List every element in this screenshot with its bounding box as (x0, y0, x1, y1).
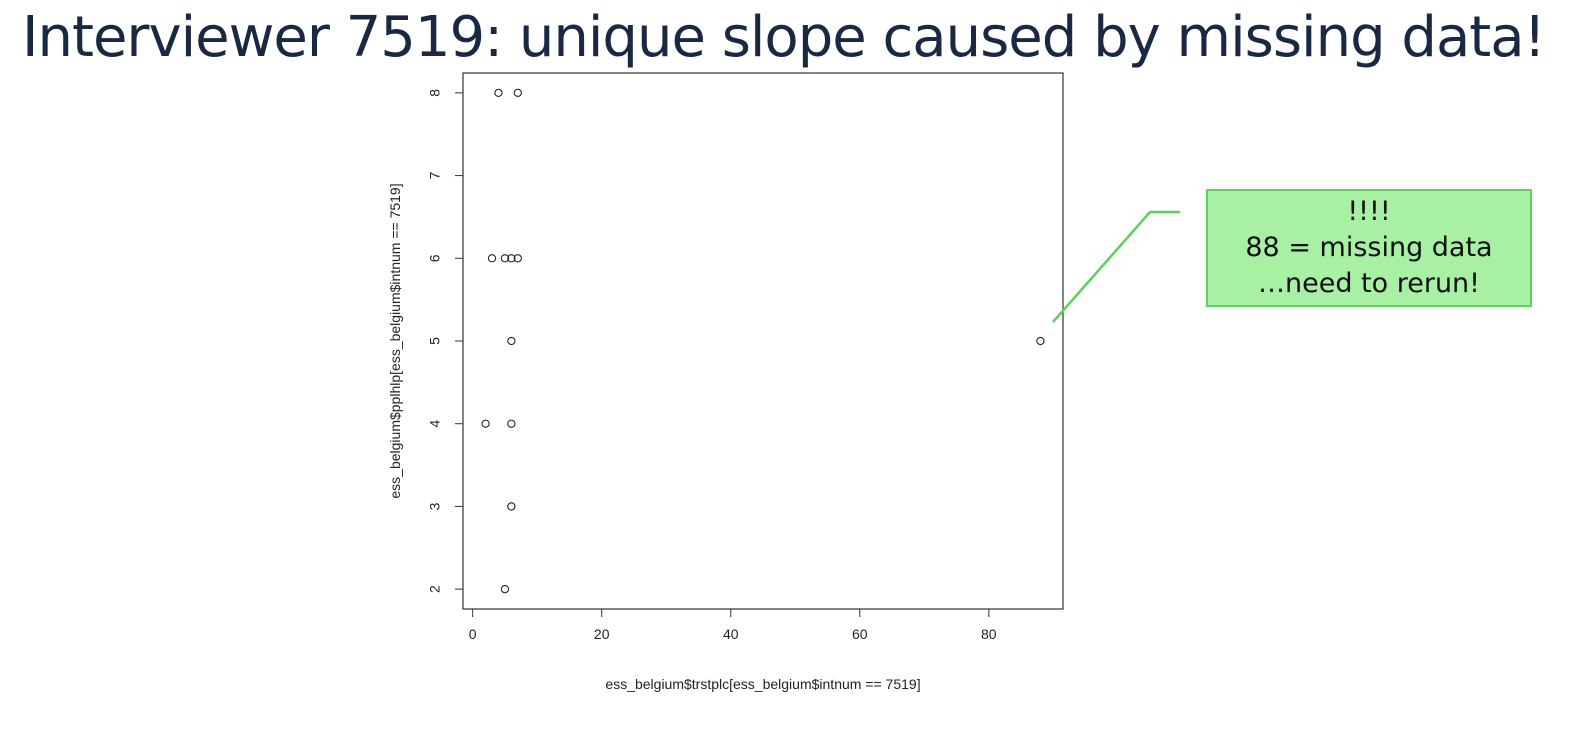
y-tick-label: 4 (427, 420, 443, 428)
callout-pointer-line (1052, 210, 1180, 323)
data-point (507, 254, 516, 263)
data-point (481, 419, 490, 428)
y-tick-label: 6 (427, 254, 443, 262)
data-point (507, 336, 516, 346)
x-tick-label: 60 (852, 626, 868, 642)
x-tick-label: 20 (594, 626, 610, 642)
x-tick-label: 80 (981, 626, 997, 642)
x-tick-label: 40 (723, 626, 739, 642)
callout-line-2: 88 = missing data (1245, 232, 1493, 263)
data-point (507, 419, 516, 428)
y-tick-label: 8 (427, 89, 443, 97)
y-tick-label: 5 (427, 337, 443, 345)
callout-box: !!!! 88 = missing data …need to rerun! (1206, 189, 1532, 307)
x-tick-label: 0 (469, 626, 477, 642)
x-axis: 0 20 40 60 80 (469, 608, 997, 642)
data-point (1036, 336, 1045, 346)
y-tick-label: 7 (427, 171, 443, 179)
data-point (494, 88, 503, 98)
data-point (500, 254, 510, 263)
callout-line-1: !!!! (1347, 196, 1391, 227)
data-point (513, 254, 522, 263)
data-point (487, 254, 497, 263)
y-axis-label: ess_belgium$pplhlp[ess_belgium$intnum ==… (387, 183, 403, 498)
y-tick-label: 2 (427, 585, 443, 593)
plot-frame (462, 72, 1064, 610)
callout-line-3: …need to rerun! (1257, 268, 1480, 299)
data-point (513, 88, 522, 98)
data-point (507, 502, 516, 511)
y-axis: 2 3 4 5 6 7 8 (427, 89, 464, 593)
data-points (481, 88, 1045, 594)
y-tick-label: 3 (427, 502, 443, 510)
x-axis-label: ess_belgium$trstplc[ess_belgium$intnum =… (605, 676, 920, 692)
slide-title: Interviewer 7519: unique slope caused by… (22, 5, 1546, 70)
data-point (500, 584, 510, 594)
